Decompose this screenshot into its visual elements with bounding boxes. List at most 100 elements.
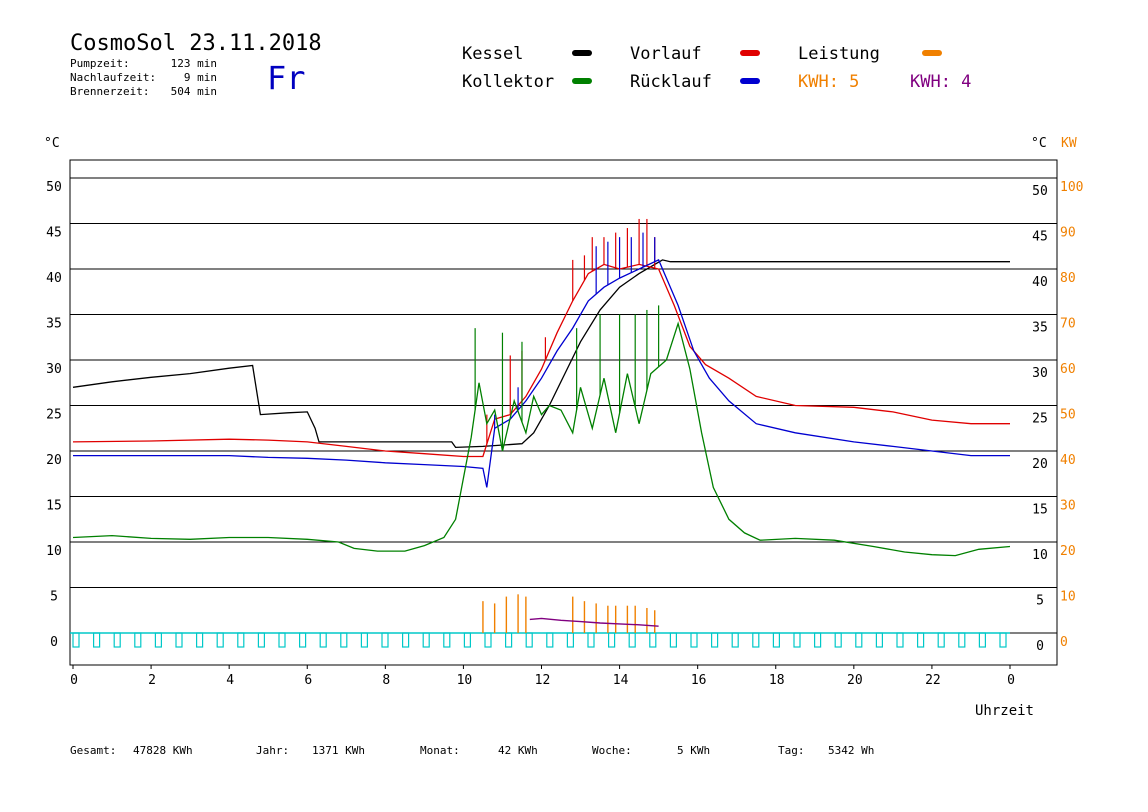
pump-pulse [710,632,719,648]
x-tick-label: 4 [226,673,234,688]
pump-pulse [834,632,842,648]
left-axis-unit: °C [44,136,60,151]
legend-label-kollektor: Kollektor [462,72,554,92]
x-tick-label: 10 [457,673,473,688]
pump-pulse [896,632,904,648]
pump-pulse [443,632,451,648]
pump-pulse [669,632,678,648]
x-tick-label: 0 [1007,673,1015,688]
y-tick-kw: 80 [1060,271,1076,286]
info-brennerzeit-label: Brennerzeit: [70,85,149,98]
pump-pulse [525,632,533,648]
pump-pulse [299,632,307,648]
series-line-rcklauf [73,259,1010,488]
pump-pulse [257,632,265,648]
y-tick-right: 20 [1032,457,1048,472]
pump-pulse [175,632,183,648]
pump-pulse [134,632,142,648]
y-tick-right: 35 [1032,321,1048,336]
grid [70,177,1057,634]
y-tick-kw: 50 [1060,408,1076,423]
info-pumpzeit-label: Pumpzeit: [70,57,130,70]
y-tick-right: 25 [1032,412,1048,427]
pump-pulse [772,632,781,648]
y-tick-right: 0 [1036,639,1044,654]
x-tick-label: 16 [691,673,707,688]
pump-pulse [360,632,368,648]
pump-pulse [978,632,987,648]
info-nachlaufzeit-label: Nachlaufzeit: [70,71,156,84]
x-tick-label: 0 [70,673,78,688]
y-tick-left: 35 [46,317,62,332]
info-block: Pumpzeit: 123 min Nachlaufzeit: 9 min Br… [70,57,217,98]
legend: Kessel Vorlauf Leistung Kollektor Rückla… [462,44,971,92]
pump-pulse [422,632,430,648]
y-tick-left: 0 [50,635,58,650]
footer-monat-value: 42 KWh [498,744,538,757]
pump-pulse [92,632,101,648]
y-tick-right: 10 [1032,548,1048,563]
footer-tag-value: 5342 Wh [828,744,874,757]
pump-pulse [731,632,739,648]
plot-frame [69,159,1058,666]
y-tick-kw: 10 [1060,590,1076,605]
info-pumpzeit-value: 123 min [171,57,217,70]
pump-pulse [505,632,513,648]
y-tick-kw: 0 [1060,635,1068,650]
x-tick-label: 6 [304,673,312,688]
pump-pulse [937,632,945,648]
pump-pulse [628,632,636,648]
power-energy-line [529,617,659,627]
x-tick-label: 8 [382,673,390,688]
footer-jahr-label: Jahr: [256,744,289,757]
pump-pulse [813,632,822,648]
chart-title: CosmoSol 23.11.2018 [70,31,322,56]
series-line-kollektor [72,321,1011,557]
pump-pulse [875,632,884,648]
legend-kwh-purple: KWH: 4 [910,72,971,92]
footer-gesamt-label: Gesamt: [70,744,116,757]
footer-tag-label: Tag: [778,744,805,757]
x-tick-label: 22 [925,673,941,688]
pump-pulse [278,632,286,648]
pump-pulse [958,632,966,648]
y-tick-right: 40 [1032,275,1048,290]
y-tick-left: 45 [46,226,62,241]
x-axis-label: Uhrzeit [975,703,1034,719]
legend-label-leistung: Leistung [798,44,880,64]
footer-woche-label: Woche: [592,744,632,757]
pump-pulse [216,632,224,648]
pump-pulse [402,632,410,648]
right-axis-unit: °C [1031,136,1047,151]
footer: Gesamt: 47828 KWh Jahr: 1371 KWh Monat: … [70,744,874,757]
y-tick-left: 30 [46,362,62,377]
power-group [482,594,659,633]
y-tick-kw: 60 [1060,362,1076,377]
series-line-kessel [72,259,1010,449]
y-tick-kw: 40 [1060,453,1076,468]
pump-pulse [154,632,162,648]
right-axis-unit-kw: KW [1061,136,1077,151]
footer-gesamt-value: 47828 KWh [133,744,193,757]
y-tick-right: 50 [1032,184,1048,199]
y-tick-right: 15 [1032,503,1048,518]
pump-pulse [340,632,348,648]
y-tick-kw: 70 [1060,317,1076,332]
legend-label-vorlauf: Vorlauf [630,44,702,64]
footer-monat-label: Monat: [420,744,460,757]
pump-pulse [566,632,575,648]
y-tick-kw: 30 [1060,499,1076,514]
y-axis-right: 0 5 10 15 20 25 30 35 40 45 50 [1032,184,1048,654]
y-tick-left: 50 [46,180,62,195]
x-tick-label: 14 [613,673,629,688]
pump-pulse [381,632,389,648]
pump-pulse [546,632,554,648]
pump-pulse [793,632,801,648]
y-tick-left: 20 [46,453,62,468]
pump-pulse [72,632,80,648]
footer-woche-value: 5 KWh [677,744,710,757]
pump-pulse [237,632,245,648]
y-tick-right: 5 [1036,594,1044,609]
x-tick-label: 12 [535,673,551,688]
